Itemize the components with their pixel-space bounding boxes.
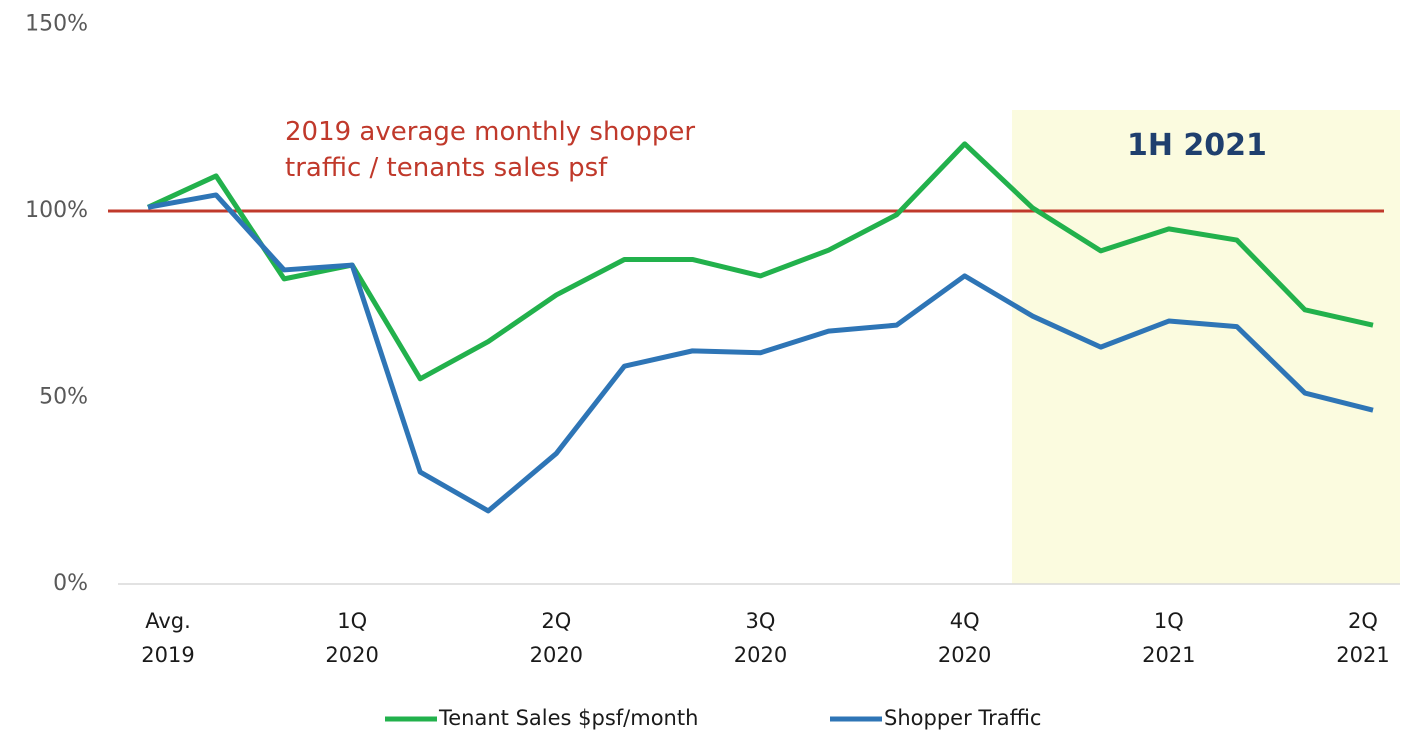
reference-label: 2019 average monthly shopper traffic / t… xyxy=(285,117,696,183)
x-tick-label: 3Q 2020 xyxy=(733,609,788,667)
y-tick-label: 50% xyxy=(39,385,88,410)
y-tick-label: 150% xyxy=(25,12,88,37)
highlight-region xyxy=(1012,110,1400,584)
y-tick-label: 100% xyxy=(25,198,88,223)
y-tick-label: 0% xyxy=(53,571,88,596)
x-tick-label: Avg. 2019 xyxy=(141,609,195,667)
x-tick-label: 4Q 2020 xyxy=(937,609,992,667)
x-tick-label: 2Q 2020 xyxy=(529,609,584,667)
x-tick-label: 2Q 2021 xyxy=(1336,609,1390,667)
highlight-label: 1H 2021 xyxy=(1127,128,1267,163)
legend-label: Shopper Traffic xyxy=(884,706,1041,730)
series-line xyxy=(147,192,1374,514)
x-tick-label: 1Q 2021 xyxy=(1142,609,1196,667)
x-tick-label: 1Q 2020 xyxy=(325,609,379,667)
legend-label: Tenant Sales $psf/month xyxy=(438,706,698,730)
